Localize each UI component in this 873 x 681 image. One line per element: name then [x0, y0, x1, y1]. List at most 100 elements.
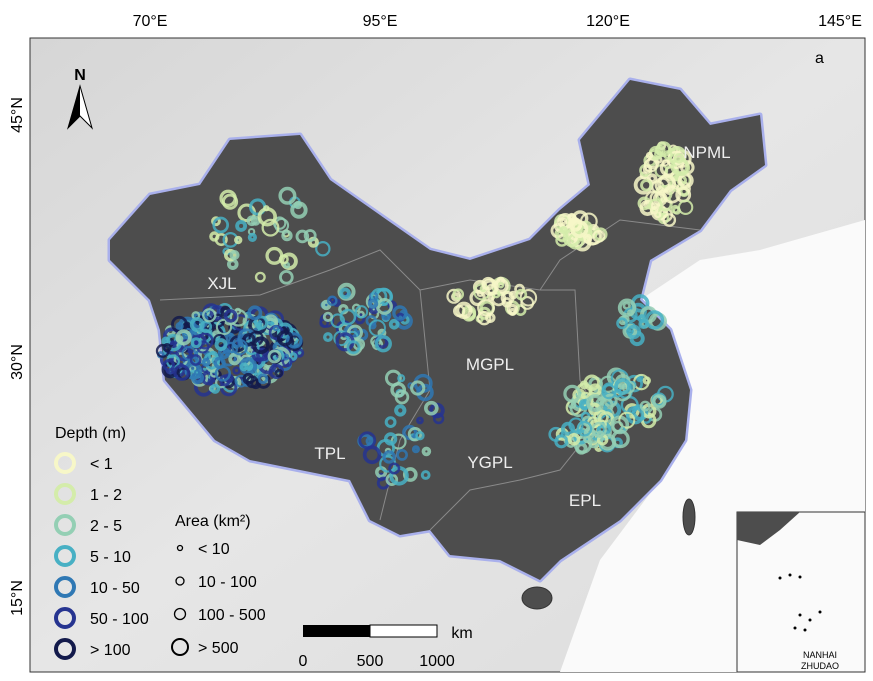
lake — [162, 343, 172, 353]
lake — [618, 411, 636, 429]
region-label: MGPL — [466, 355, 514, 374]
inset-label: NANHAI ZHUDAO — [801, 650, 839, 671]
lake — [367, 298, 379, 309]
lake — [279, 269, 294, 285]
lake — [347, 324, 363, 341]
lake — [567, 432, 581, 446]
lake — [388, 462, 401, 475]
inset-land — [737, 512, 800, 545]
lake — [593, 227, 608, 242]
lake — [611, 420, 624, 433]
hainan — [521, 586, 553, 610]
lake — [416, 416, 424, 425]
lake — [617, 298, 637, 317]
lake — [274, 217, 290, 233]
lake — [327, 295, 338, 307]
lake — [229, 308, 248, 327]
lake — [394, 389, 410, 405]
area-symbol — [175, 576, 185, 586]
lake — [485, 312, 496, 324]
lake — [446, 288, 462, 304]
lake — [646, 173, 658, 184]
lake — [476, 310, 492, 326]
lake — [276, 330, 294, 347]
lake — [407, 426, 423, 442]
lake — [649, 206, 659, 215]
lat-label: 30°N — [9, 344, 26, 380]
lake — [396, 449, 408, 461]
depth-label: 50 - 100 — [90, 611, 149, 628]
lake — [229, 250, 240, 261]
lake — [242, 332, 256, 347]
scale-label: 0 — [299, 653, 308, 670]
lake — [392, 305, 408, 321]
area-symbol — [176, 544, 184, 552]
lake — [173, 364, 190, 381]
area-symbol — [173, 607, 187, 621]
lon-label: 120°E — [586, 13, 630, 30]
lake — [210, 383, 221, 394]
lake — [582, 233, 593, 244]
lake — [416, 383, 434, 402]
lake — [622, 301, 631, 310]
lake — [162, 358, 175, 372]
lake — [626, 324, 642, 340]
area-symbol — [171, 638, 189, 656]
lake — [231, 338, 248, 356]
lake — [181, 327, 194, 340]
lake — [280, 252, 298, 271]
lake — [642, 164, 653, 174]
lake — [202, 308, 217, 323]
lake — [583, 427, 596, 439]
lake — [638, 319, 649, 330]
lake — [415, 431, 425, 441]
lake — [278, 186, 297, 205]
lake — [246, 215, 258, 227]
lake — [568, 218, 583, 232]
lake — [215, 318, 233, 336]
lake — [639, 400, 651, 412]
lake — [455, 301, 473, 319]
region-label: TPL — [314, 444, 345, 463]
lake — [214, 233, 228, 247]
lake — [388, 318, 400, 330]
lake — [640, 179, 653, 192]
lake — [211, 216, 221, 227]
lake — [384, 369, 402, 387]
region-label: NPML — [683, 143, 730, 162]
lake — [254, 271, 266, 283]
lon-label: 70°E — [133, 13, 168, 30]
lake — [603, 393, 618, 408]
lake — [657, 174, 677, 193]
lake — [247, 305, 263, 321]
lake — [397, 374, 406, 383]
lake — [278, 254, 289, 265]
lake — [214, 338, 228, 352]
depth-legend-title: Depth (m) — [55, 425, 126, 442]
lake — [267, 349, 282, 364]
depth-label: > 100 — [90, 642, 131, 659]
lake — [175, 344, 193, 362]
lake — [175, 321, 184, 331]
lake — [644, 310, 665, 330]
lake — [670, 157, 689, 176]
lake — [515, 288, 528, 301]
china-fill — [110, 80, 765, 580]
lake — [601, 384, 617, 400]
lake — [247, 232, 257, 242]
lat-label: 45°N — [9, 97, 26, 133]
lake — [189, 317, 205, 333]
lake — [645, 151, 654, 160]
lake — [322, 311, 334, 322]
lake — [411, 445, 420, 454]
lake — [212, 216, 229, 234]
depth-symbol — [54, 638, 76, 660]
lake — [652, 394, 667, 409]
lake — [330, 313, 346, 329]
lake — [358, 431, 377, 450]
lake — [613, 388, 623, 398]
inset-label-text: NANHAI — [803, 650, 837, 660]
lon-label: 95°E — [363, 13, 398, 30]
lake — [383, 432, 398, 446]
